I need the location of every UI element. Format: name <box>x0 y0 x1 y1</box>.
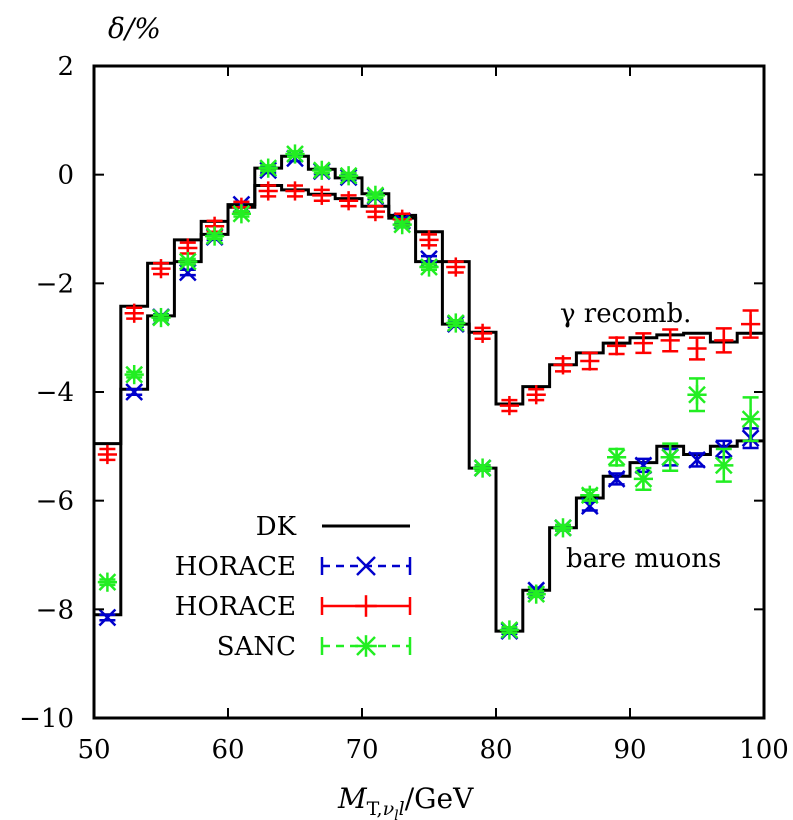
y-tick-label: 2 <box>57 52 74 82</box>
sanc-bare-point <box>607 447 627 467</box>
y-tick-label: −6 <box>36 487 74 517</box>
sanc-bare-point <box>205 226 225 246</box>
y-tick-label: −10 <box>19 704 74 734</box>
annotation-recomb: γ recomb. <box>560 299 691 329</box>
x-tick-label: 70 <box>345 735 378 765</box>
sanc-bare-point <box>151 307 171 328</box>
sanc-bare-point <box>97 572 117 592</box>
sanc-bare-point <box>660 442 680 473</box>
horace-recomb-point <box>446 257 466 277</box>
sanc-bare-point <box>553 518 573 538</box>
horace-recomb-point <box>607 336 627 356</box>
horace-recomb-point <box>714 327 734 354</box>
legend-label: HORACE <box>175 552 296 582</box>
y-tick-label: 0 <box>57 161 74 191</box>
sanc-bare-point <box>580 485 600 505</box>
sanc-bare-point <box>499 620 519 640</box>
x-axis-title: MT,νll/GeV <box>337 782 474 820</box>
axes: 50 60 70 80 90 100 2 0 −2 −4 −6 −8 −10 <box>19 52 789 765</box>
y-axis-title: δ/% <box>108 12 161 45</box>
legend-entry-dk: DK <box>256 512 410 542</box>
sanc-bare-point <box>231 204 251 224</box>
x-tick-label: 60 <box>211 735 244 765</box>
sanc-bare-point <box>392 215 412 235</box>
horace-bare-point <box>688 451 706 469</box>
sanc-bare-point <box>124 365 144 385</box>
chart-marks <box>94 144 764 640</box>
horace-recomb-point <box>741 309 761 339</box>
y-tick-label: −2 <box>36 269 74 299</box>
horace-recomb-point <box>365 202 385 222</box>
sanc-bare-point <box>473 458 493 478</box>
legend-label: DK <box>256 512 297 542</box>
x-tick-label: 50 <box>77 735 110 765</box>
sanc-bare-point <box>446 313 466 333</box>
horace-recomb-point <box>633 332 653 355</box>
horace-recomb-point <box>580 351 600 371</box>
x-tick-label: 90 <box>613 735 646 765</box>
sanc-bare-point <box>526 584 546 604</box>
sanc-bare-point <box>687 377 707 413</box>
horace-recomb-point <box>339 191 359 211</box>
horace-recomb-point <box>687 336 707 361</box>
horace-recomb-point <box>499 395 519 416</box>
x-axis-title-text: MT,νll/GeV <box>337 782 474 820</box>
sanc-bare-point <box>285 144 305 164</box>
legend-entry-horace-recomb: HORACE <box>175 592 412 622</box>
horace-recomb-point <box>285 181 305 201</box>
legend-entry-sanc-bare: SANC <box>217 632 412 662</box>
sanc-bare-point <box>365 185 385 205</box>
legend-label: SANC <box>217 632 296 662</box>
horace-recomb-point <box>124 303 144 323</box>
legend-entry-horace-bare: HORACE <box>175 552 412 582</box>
horace-bare-point <box>125 383 144 401</box>
sanc-bare-point <box>258 158 278 178</box>
horace-recomb-point <box>258 181 278 201</box>
sanc-bare-point <box>178 252 198 272</box>
sanc-bare-point <box>419 257 439 277</box>
horace-recomb-point <box>553 355 573 375</box>
horace-bare-point <box>98 608 117 627</box>
sanc-bare-point <box>339 166 359 186</box>
horace-recomb-point <box>526 385 546 405</box>
sanc-bare-point <box>741 396 761 443</box>
horace-recomb-point <box>312 185 332 205</box>
horace-recomb-point <box>97 444 117 465</box>
x-tick-label: 100 <box>739 735 789 765</box>
x-tick-label: 80 <box>479 735 512 765</box>
annotation-bare: bare muons <box>566 544 721 574</box>
sanc-bare-point <box>633 466 653 492</box>
sanc-bare-point <box>714 447 734 483</box>
legend-label: HORACE <box>175 592 296 622</box>
y-tick-label: −4 <box>36 378 74 408</box>
horace-recomb-point <box>660 328 680 353</box>
horace-recomb-point <box>473 323 493 343</box>
y-tick-label: −8 <box>36 595 74 625</box>
horace-bare-point <box>607 470 626 488</box>
legend: DK HORACE HORACE SANC <box>175 512 412 662</box>
horace-recomb-point <box>419 230 439 250</box>
horace-recomb-point <box>151 259 171 279</box>
sanc-bare-point <box>312 160 332 180</box>
